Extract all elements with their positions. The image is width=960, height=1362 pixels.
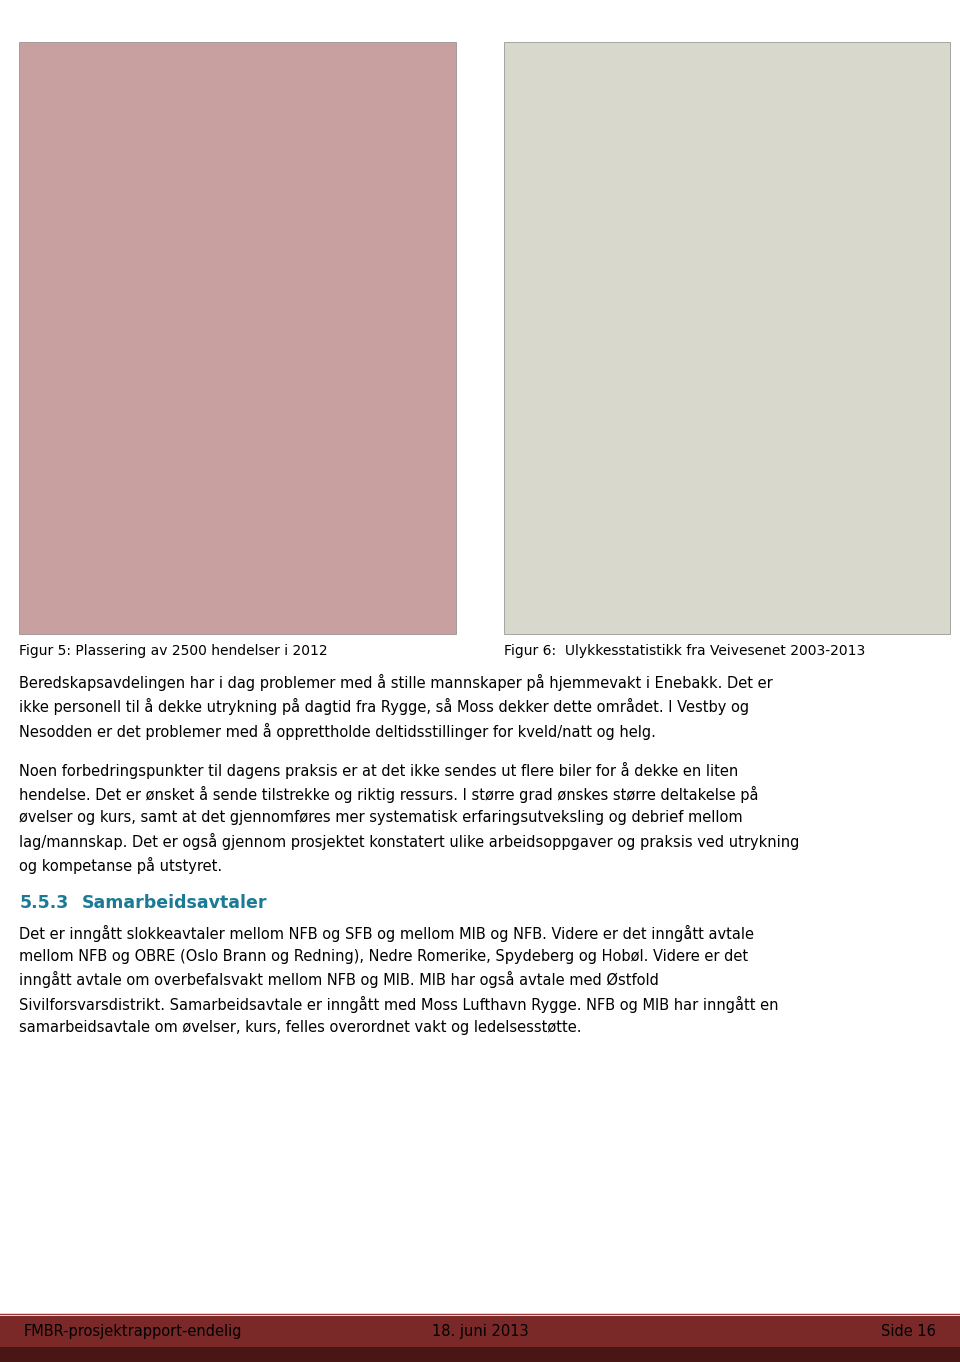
Text: Samarbeidsavtaler: Samarbeidsavtaler	[82, 893, 267, 913]
Bar	[0, 1347, 960, 1362]
Text: Figur 5: Plassering av 2500 hendelser i 2012: Figur 5: Plassering av 2500 hendelser i …	[19, 644, 327, 658]
Text: 5.5.3: 5.5.3	[19, 893, 68, 913]
Bar	[19, 42, 456, 635]
Text: Det er inngått slokkeavtaler mellom NFB og SFB og mellom MIB og NFB. Videre er d: Det er inngått slokkeavtaler mellom NFB …	[19, 925, 779, 1035]
Text: Side 16: Side 16	[881, 1324, 936, 1339]
Text: Noen forbedringspunkter til dagens praksis er at det ikke sendes ut flere biler : Noen forbedringspunkter til dagens praks…	[19, 761, 800, 874]
Text: 18. juni 2013: 18. juni 2013	[432, 1324, 528, 1339]
Text: Figur 6:  Ulykkesstatistikk fra Veivesenet 2003-2013: Figur 6: Ulykkesstatistikk fra Veivesene…	[504, 644, 865, 658]
Text: FMBR-prosjektrapport-endelig: FMBR-prosjektrapport-endelig	[24, 1324, 243, 1339]
Bar	[0, 1316, 960, 1347]
Bar	[504, 42, 950, 635]
Text: Beredskapsavdelingen har i dag problemer med å stille mannskaper på hjemmevakt i: Beredskapsavdelingen har i dag problemer…	[19, 674, 773, 740]
